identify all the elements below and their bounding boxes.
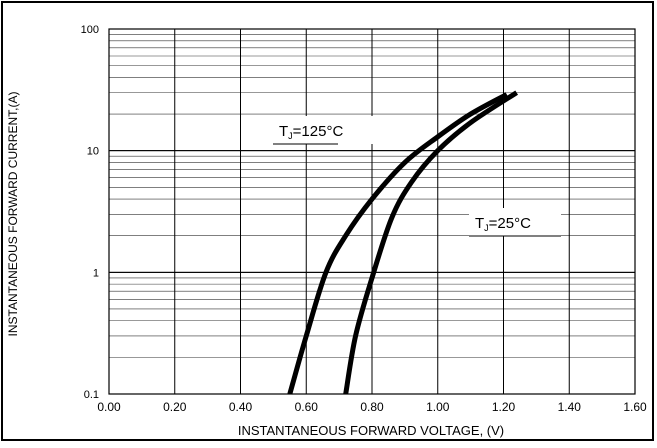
axes: 0.00 0.20 0.40 0.60 0.80 1.00 1.20 1.40 1.60 0.1 1… bbox=[81, 24, 647, 414]
series-label-bg bbox=[273, 116, 381, 144]
series-line-2 bbox=[343, 90, 519, 395]
grid bbox=[108, 28, 636, 395]
x-tick-label: 1.20 bbox=[492, 400, 516, 414]
series-label-2: TJ=25°C bbox=[475, 215, 531, 233]
x-tick-label: 0.40 bbox=[229, 400, 253, 414]
y-axis-label: INSTANTANEOUS FORWARD CURRENT,(A) bbox=[6, 92, 20, 337]
series-label-1: TJ=125°C bbox=[279, 123, 343, 141]
series-line-1 bbox=[287, 92, 508, 395]
series-labels: TJ=125°C TJ=25°C bbox=[273, 116, 561, 237]
x-tick-label: 0.60 bbox=[295, 400, 319, 414]
x-tick-label: 0.80 bbox=[360, 400, 384, 414]
y-tick-label: 0.1 bbox=[84, 389, 99, 401]
chart-svg: 0.00 0.20 0.40 0.60 0.80 1.00 1.20 1.40 1.60 0.1 1… bbox=[6, 24, 647, 438]
plot-border bbox=[108, 28, 636, 395]
x-tick-label: 0.20 bbox=[163, 400, 187, 414]
y-tick-label: 100 bbox=[81, 24, 99, 36]
x-axis-label: INSTANTANEOUS FORWARD VOLTAGE, (V) bbox=[238, 423, 504, 438]
x-tick-label: 1.60 bbox=[623, 400, 647, 414]
x-tick-label: 0.00 bbox=[97, 400, 121, 414]
y-tick-label: 10 bbox=[87, 146, 99, 158]
y-tick-label: 1 bbox=[93, 267, 99, 279]
chart-frame: 0.00 0.20 0.40 0.60 0.80 1.00 1.20 1.40 1.60 0.1 1… bbox=[1, 1, 654, 441]
x-tick-label: 1.40 bbox=[558, 400, 582, 414]
series bbox=[287, 90, 519, 395]
series-label-bg bbox=[469, 208, 561, 236]
x-tick-label: 1.00 bbox=[426, 400, 450, 414]
